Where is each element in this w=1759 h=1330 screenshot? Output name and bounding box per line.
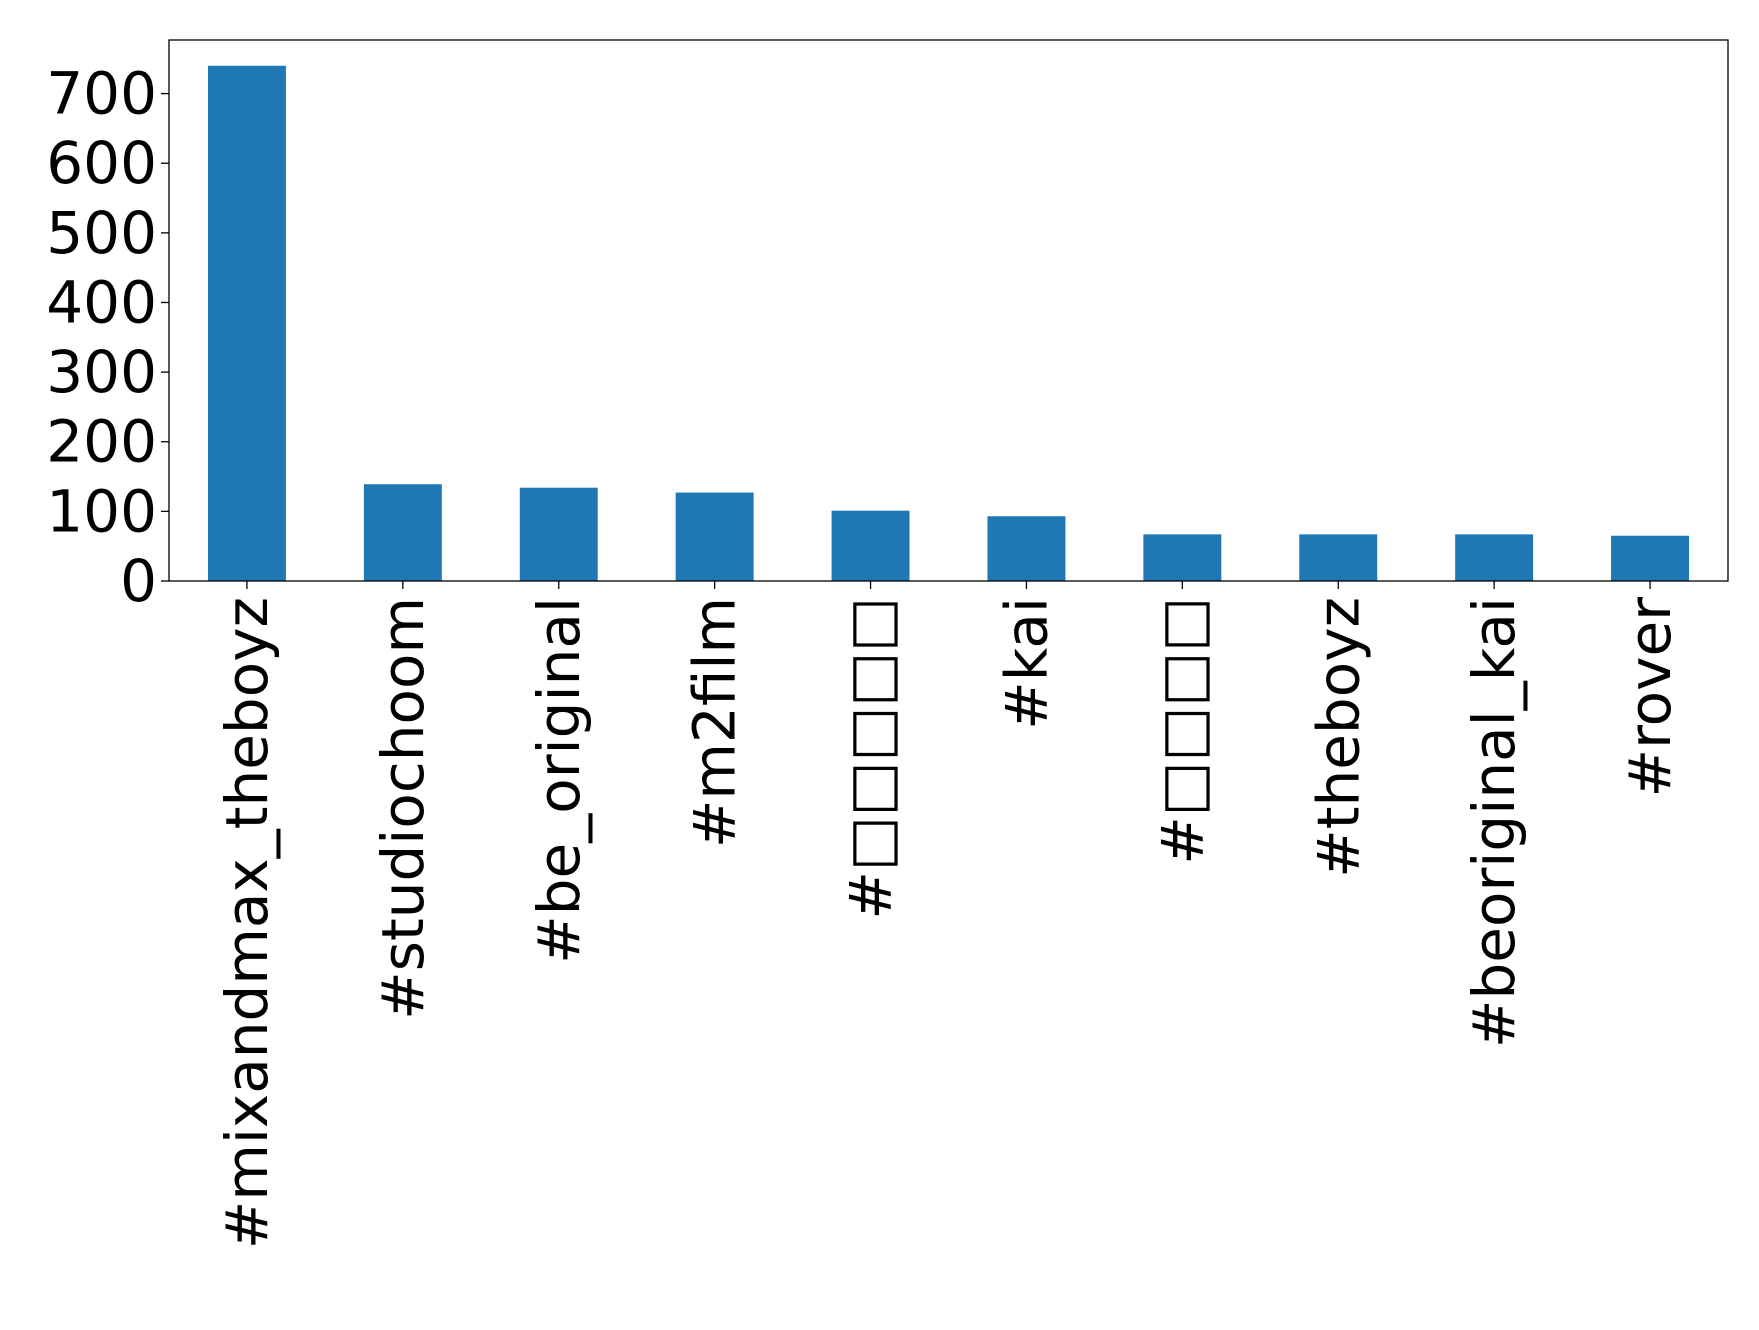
bar <box>987 516 1066 581</box>
y-tick-label: 400 <box>46 268 157 336</box>
x-tick-label: #m2film <box>681 597 749 848</box>
bar <box>675 492 754 581</box>
plot-frame <box>168 39 1729 582</box>
y-tick-label: 300 <box>46 338 157 406</box>
y-tick-label: 200 <box>46 408 157 476</box>
x-tick-label: #be_original <box>525 597 593 964</box>
y-tick-label: 600 <box>46 129 157 197</box>
bar <box>1143 534 1222 581</box>
y-tick-label: 700 <box>46 60 157 128</box>
bar <box>1299 534 1378 581</box>
bar <box>1611 535 1690 581</box>
x-tick-label: #theboyz <box>1304 597 1372 878</box>
x-tick-label: #kai <box>992 597 1060 730</box>
bar <box>207 65 286 581</box>
x-tick-label: #mixandmax_theboyz <box>213 597 281 1249</box>
x-tick-label: #□□□□□ <box>837 597 905 920</box>
bar <box>831 510 910 581</box>
bar <box>519 487 598 581</box>
x-tick-label: #□□□□ <box>1148 597 1216 865</box>
bars-layer <box>207 65 1690 581</box>
x-tick-label: #beoriginal_kai <box>1460 597 1528 1048</box>
x-axis: #mixandmax_theboyz #studiochoom #be_origin… <box>213 581 1684 1249</box>
y-tick-label: 500 <box>46 199 157 267</box>
bar <box>363 484 442 581</box>
x-tick-label: #rover <box>1616 597 1684 798</box>
y-tick-label: 100 <box>46 477 157 545</box>
bar <box>1455 534 1534 581</box>
y-tick-label: 0 <box>120 547 157 615</box>
x-tick-label: #studiochoom <box>369 597 437 1020</box>
